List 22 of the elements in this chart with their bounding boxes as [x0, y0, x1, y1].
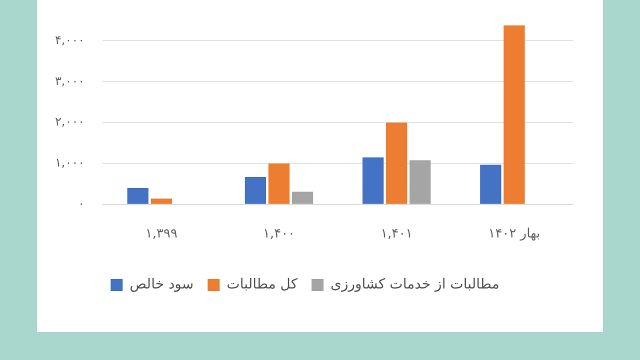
bar — [362, 157, 384, 204]
y-tick-label: ۳,۰۰۰ — [54, 74, 85, 88]
bar — [386, 122, 408, 204]
bar — [410, 160, 431, 204]
bar — [480, 164, 502, 204]
bar — [150, 198, 172, 204]
y-tick-label: ۰ — [78, 196, 85, 211]
x-tick-label: ۱,۴۰۱ — [380, 226, 413, 242]
x-tick-label: ۱,۴۰۰ — [262, 226, 296, 242]
bar — [268, 163, 290, 204]
y-tick-label: ۲,۰۰۰ — [54, 114, 85, 129]
y-tick-label: ۱,۰۰۰ — [54, 156, 85, 170]
bar — [244, 176, 266, 204]
bar — [292, 192, 314, 204]
x-tick-label: ۱,۳۹۹ — [145, 226, 178, 242]
legend-label: مطالبات از خدمات کشاورزی — [330, 276, 500, 293]
bar — [504, 25, 525, 204]
bar — [127, 188, 148, 204]
legend-label: کل مطالبات — [226, 276, 298, 293]
legend-label: سود خالص — [130, 276, 194, 293]
x-tick-label: بهار ۱۴۰۲ — [488, 226, 540, 242]
y-tick-label: ۴,۰۰۰ — [54, 32, 85, 47]
